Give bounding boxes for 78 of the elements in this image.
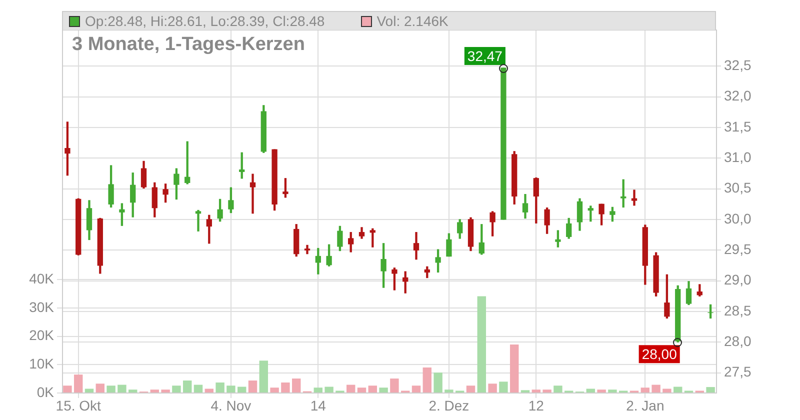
bar [390,378,399,392]
bar [368,386,378,392]
bar [466,386,476,392]
annotation: 32,47 [467,48,503,64]
bar [434,372,442,392]
bar [314,388,323,392]
y-tick-label: 28,0 [724,332,752,349]
x-tick-label: 12 [528,397,544,414]
bar [510,344,519,392]
bar [194,384,203,392]
bar [237,386,246,392]
bar [324,386,334,392]
bar [422,367,432,392]
bar [259,360,268,392]
y2-tick-label: 40K [29,270,55,286]
bar [673,386,682,392]
y-tick-label: 29,0 [724,272,752,288]
bar [96,384,105,392]
candlestick [250,174,256,214]
bar [128,390,138,392]
bar [532,390,541,392]
y-tick-label: 29,5 [724,240,752,257]
bar [172,386,181,392]
bar [281,382,290,392]
candlestick [195,210,202,232]
y-tick-label: 28,5 [724,302,752,318]
y-tick-label: 31,5 [724,118,752,134]
y-tick-label: 30,5 [724,180,752,196]
chart-title: 3 Monate, 1-Tages-Kerzen [72,34,305,56]
y-tick-label: 31,0 [724,149,752,166]
bar [226,386,236,392]
bar [412,386,421,392]
bar [652,384,660,392]
legend-label: Op:28.48, Hi:28.61, Lo:28.39, Cl:28.48 [85,13,325,29]
y-tick-label: 32,0 [724,88,752,104]
bar [379,388,388,392]
bar [542,390,552,392]
bar [118,384,126,392]
bar [248,380,258,392]
bar [444,390,454,392]
y-tick-label: 27,5 [724,364,752,380]
bar [270,388,279,392]
y-tick-label: 32,5 [724,57,752,74]
x-tick-label: 4. Nov [210,397,252,414]
bar [597,390,606,392]
bar [182,380,192,392]
annotation: 28,00 [642,346,678,362]
bar [150,390,160,392]
bar [292,378,301,392]
bar [204,388,214,392]
bar [74,374,83,392]
bar [477,296,486,392]
y2-tick-label: 0K [36,384,55,400]
bar [216,382,224,392]
y-tick-label: 30,0 [724,210,752,226]
bar [106,386,116,392]
bar [554,386,562,392]
x-tick-label: 2. Jan [626,397,664,414]
bar [662,388,672,392]
x-tick-label: 2. Dez [428,397,470,414]
candlestick [631,190,638,206]
bar [488,384,497,392]
bar [63,386,72,392]
y2-tick-label: 30K [29,298,55,315]
bar [608,390,617,392]
x-tick-label: 14 [310,397,326,414]
y2-tick-label: 20K [29,327,55,344]
bar [84,388,94,392]
bar [357,388,366,392]
bar [499,382,508,392]
y2-tick-label: 10K [29,356,55,372]
bar [586,388,596,392]
x-tick-label: 15. Okt [56,397,102,414]
legend-label: Vol: 2.146K [376,13,448,29]
bar [346,384,356,392]
bar [706,387,715,392]
bar [161,390,170,392]
bar [640,388,650,392]
